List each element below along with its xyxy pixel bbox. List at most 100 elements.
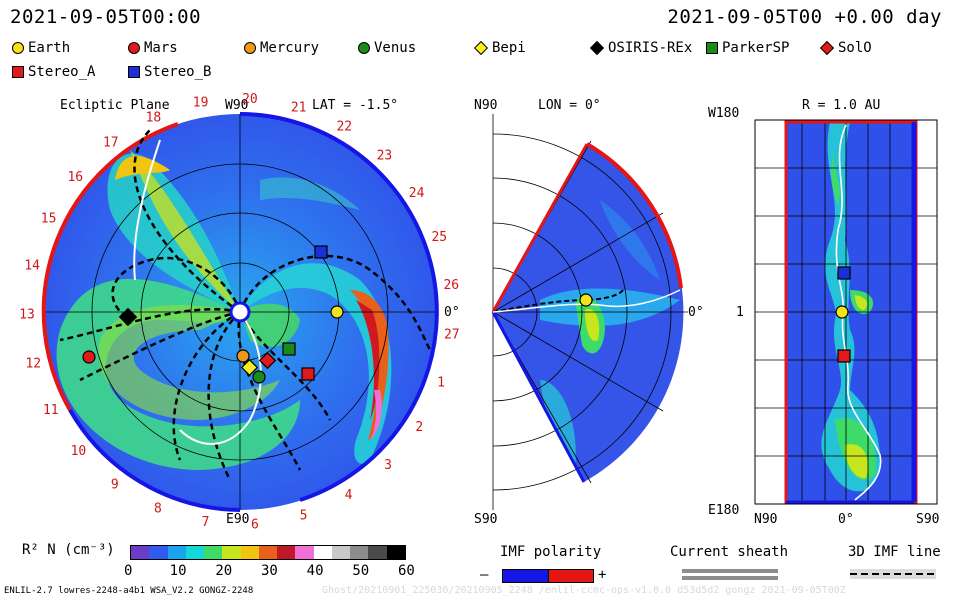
radial-stereo-b-marker — [837, 266, 851, 280]
colorbar — [130, 545, 406, 560]
sector-number-label: 23 — [377, 148, 393, 163]
meridional-grid — [492, 114, 688, 510]
sector-number-label: 14 — [24, 258, 40, 273]
earth-marker — [330, 305, 344, 319]
meridional-bottom-label: S90 — [474, 512, 498, 527]
current-sheath-swatch — [682, 569, 778, 573]
colorbar-tick-label: 30 — [261, 563, 278, 579]
ecliptic-polarity-arc-red — [41, 122, 179, 411]
sector-number-label: 12 — [25, 357, 41, 372]
sector-number-label: 18 — [146, 110, 162, 125]
colorbar-segment — [258, 546, 278, 559]
stereo-a-marker-icon — [12, 66, 24, 78]
legend-item-mercury: Mercury — [244, 40, 319, 56]
run-time-label: 2021-09-05T00:00 — [10, 6, 202, 28]
stereo-a-marker — [301, 367, 315, 381]
colorbar-segment — [185, 546, 205, 559]
radial-earth-marker — [835, 305, 849, 319]
sector-number-label: 19 — [193, 96, 209, 111]
osiris-rex-marker — [118, 307, 138, 327]
imf-polarity-negative-swatch — [502, 569, 550, 583]
colorbar-segment — [386, 546, 405, 559]
colorbar-segment — [295, 546, 314, 559]
sector-number-label: 4 — [345, 488, 353, 503]
sector-number-label: 10 — [71, 444, 87, 459]
ecliptic-lat-label: LAT = -1.5° — [312, 98, 399, 113]
imf-polarity-positive-swatch — [548, 569, 594, 583]
colorbar-segment — [331, 546, 351, 559]
sector-number-label: 8 — [154, 502, 162, 517]
colorbar-segment — [368, 546, 387, 559]
ecliptic-top-label: W90 — [225, 98, 249, 113]
colorbar-segment — [240, 546, 259, 559]
meridional-lon-label: LON = 0° — [538, 98, 601, 113]
sector-number-label: 6 — [251, 518, 259, 533]
legend-item-osiris-rex: OSIRIS-REx — [589, 40, 692, 56]
parkersp-marker-icon — [706, 42, 718, 54]
radial-bottom-label-0: 0° — [838, 512, 854, 527]
imf-line-swatch — [850, 569, 936, 579]
sector-number-label: 16 — [67, 170, 83, 185]
sector-number-label: 2 — [415, 420, 423, 435]
colorbar-segment — [313, 546, 332, 559]
radial-mid-left-label: 1 — [736, 305, 744, 320]
sector-number-label: 7 — [202, 515, 210, 530]
ecliptic-polarity-arc-blue — [239, 112, 439, 331]
sector-number-label: 9 — [111, 477, 119, 492]
radial-title: R = 1.0 AU — [802, 98, 881, 113]
sector-number-label: 26 — [443, 278, 459, 293]
colorbar-tick-label: 60 — [398, 563, 415, 579]
earth-marker-icon — [12, 42, 24, 54]
sector-number-label: 11 — [43, 403, 59, 418]
colorbar-tick-label: 40 — [306, 563, 324, 579]
mercury-marker — [236, 349, 250, 363]
colorbar-segment — [131, 546, 150, 559]
sector-number-label: 21 — [291, 100, 307, 115]
sector-number-label: 22 — [336, 119, 352, 134]
colorbar-tick-label: 50 — [352, 563, 370, 579]
radial-grid — [755, 120, 937, 504]
legend-item-stereo-a: Stereo_A — [12, 64, 95, 80]
mercury-marker-icon — [244, 42, 256, 54]
sector-number-label: 27 — [444, 327, 460, 342]
colorbar-segment — [204, 546, 223, 559]
meridional-right-label: 0° — [688, 305, 704, 320]
colorbar-segment — [222, 546, 241, 559]
imf-line-label: 3D IMF line — [848, 544, 941, 560]
ecliptic-bottom-label: E90 — [226, 512, 250, 527]
legend-item-parkersp: ParkerSP — [706, 40, 789, 56]
legend-item-mars: Mars — [128, 40, 178, 56]
legend-item-solo: SolO — [819, 40, 872, 56]
sector-number-label: 15 — [41, 212, 57, 227]
sector-number-label: 24 — [409, 186, 425, 201]
solo-marker — [258, 351, 277, 370]
imf-polarity-label: IMF polarity — [500, 544, 602, 560]
colorbar-ticks: 0 10 20 30 40 50 60 — [124, 563, 415, 581]
sun-icon — [229, 301, 251, 323]
colorbar-tick-label: 0 — [124, 563, 133, 579]
stereo-b-marker — [314, 245, 328, 259]
legend-item-bepi: Bepi — [473, 40, 526, 56]
radial-bottom-left-label: E180 — [708, 503, 740, 518]
colorbar-segment — [149, 546, 168, 559]
colorbar-segment — [350, 546, 369, 559]
colorbar-label: R² N (cm⁻³) — [22, 542, 115, 558]
sector-number-label: 25 — [431, 230, 447, 245]
parkersp-marker — [282, 342, 296, 356]
footer-path-info: Ghost/20210901_225030/20210905_2248 /enl… — [322, 585, 846, 596]
colorbar-segment — [167, 546, 186, 559]
ecliptic-title: Ecliptic Plane — [60, 98, 170, 113]
imf-polarity-minus: – — [480, 567, 489, 583]
legend-item-stereo-b: Stereo_B — [128, 64, 211, 80]
current-sheath-label: Current sheath — [670, 544, 789, 560]
radial-top-left-label: W180 — [708, 106, 740, 121]
stereo-b-marker-icon — [128, 66, 140, 78]
venus-marker-icon — [358, 42, 370, 54]
venus-marker — [252, 370, 266, 384]
legend-item-venus: Venus — [358, 40, 416, 56]
colorbar-segment — [277, 546, 296, 559]
